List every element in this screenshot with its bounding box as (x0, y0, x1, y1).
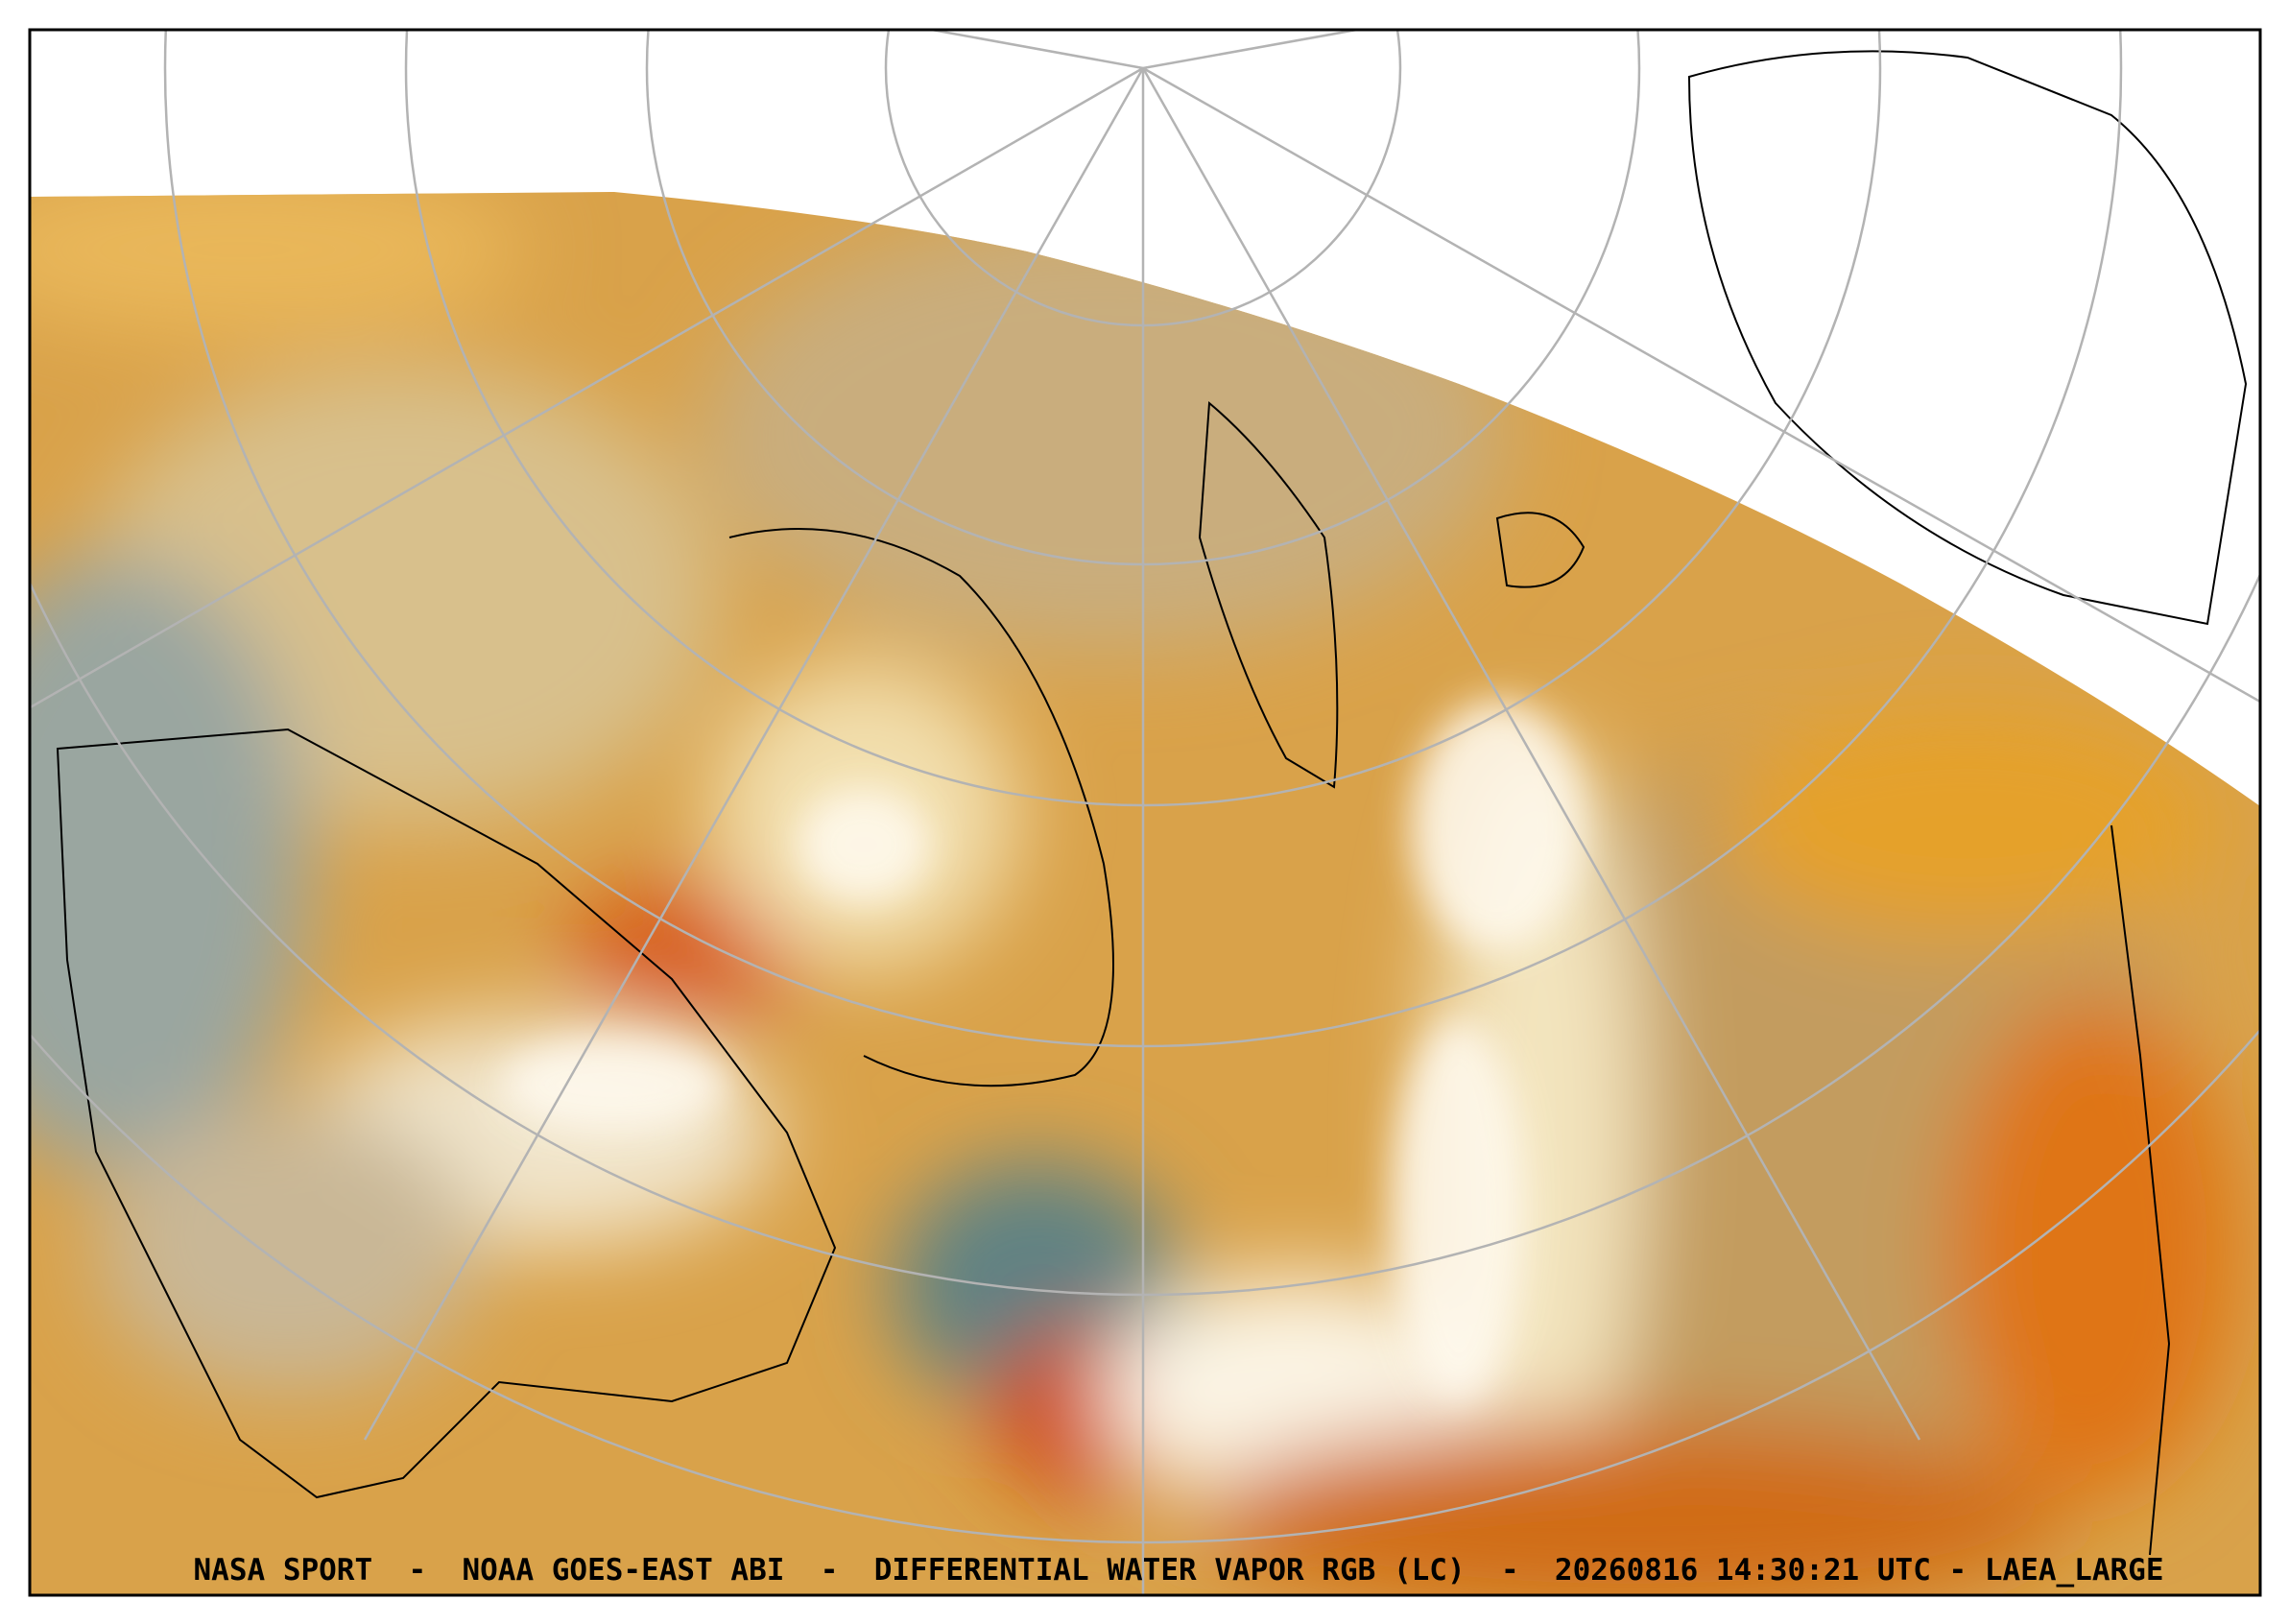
coastlines (56, 50, 2248, 1556)
map-frame (28, 28, 2262, 1597)
caption: NASA SPORT - NOAA GOES-EAST ABI - DIFFER… (194, 1553, 2164, 1588)
